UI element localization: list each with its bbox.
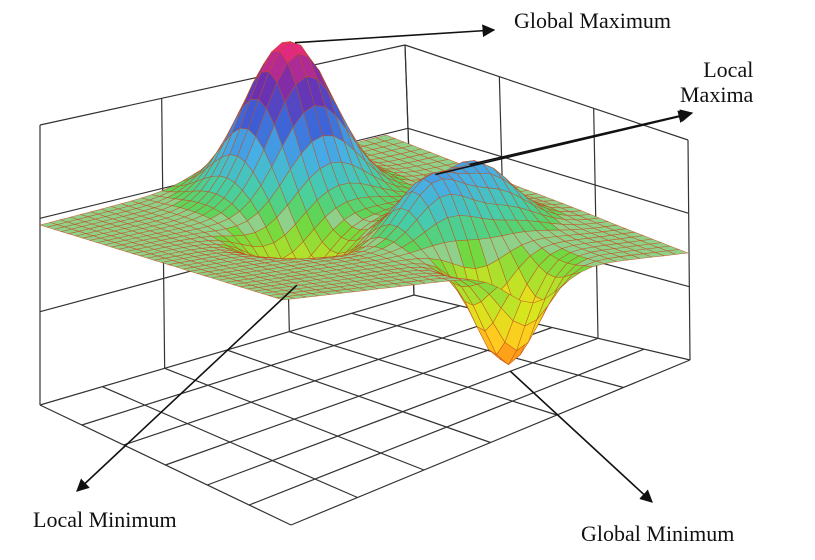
floor-grid-line xyxy=(207,337,599,486)
local-minimum-arrow xyxy=(76,284,298,492)
surface-mesh xyxy=(38,41,689,366)
floor-grid-line xyxy=(290,359,691,526)
floor-grid-line xyxy=(248,348,645,506)
annotation-arrows xyxy=(76,24,694,503)
floor-grid-line xyxy=(413,294,691,361)
global-minimum-label: Global Minimum xyxy=(581,521,735,546)
local-minimum-label: Local Minimum xyxy=(33,507,177,532)
wall-horizontal-line xyxy=(407,127,689,214)
local-maxima-arrow-2 xyxy=(435,110,692,176)
wall-vertical-line xyxy=(687,139,691,361)
wall-top-edge xyxy=(39,44,406,126)
global-minimum-arrow xyxy=(509,370,653,503)
global-maximum-arrow xyxy=(294,24,496,44)
local-maxima-label-line2: Maxima xyxy=(680,82,754,108)
local-maxima-label-line1: Local xyxy=(703,57,754,82)
local-maxima-label: Local Maxima xyxy=(680,57,753,108)
surface-patch xyxy=(667,249,689,255)
wall-top-edge xyxy=(404,44,689,141)
global-maximum-label: Global Maximum xyxy=(514,8,672,33)
